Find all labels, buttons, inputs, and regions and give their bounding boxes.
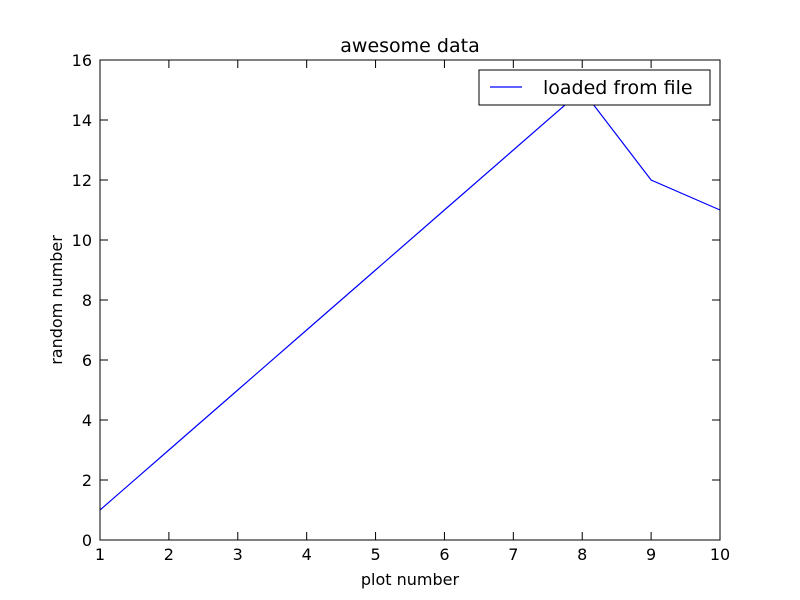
y-tick-label: 16 xyxy=(72,51,92,70)
legend: loaded from file xyxy=(478,69,711,106)
y-tick-label: 12 xyxy=(72,171,92,190)
y-axis-label: random number xyxy=(47,235,66,365)
x-tick-label: 1 xyxy=(95,545,105,564)
x-tick-label: 10 xyxy=(710,545,730,564)
chart-title: awesome data xyxy=(340,35,479,57)
series-layer xyxy=(99,89,721,511)
y-tick-label: 6 xyxy=(82,351,92,370)
y-tick-label: 14 xyxy=(72,111,92,130)
x-tick-label: 5 xyxy=(370,545,380,564)
x-tick-label: 3 xyxy=(233,545,243,564)
x-tick-label: 7 xyxy=(508,545,518,564)
y-tick-label: 2 xyxy=(82,471,92,490)
x-tick-label: 8 xyxy=(577,545,587,564)
x-tick-label: 9 xyxy=(646,545,656,564)
y-tick-label: 8 xyxy=(82,291,92,310)
x-tick-label: 4 xyxy=(302,545,312,564)
y-tick-label: 10 xyxy=(72,231,92,250)
x-tick-label: 2 xyxy=(164,545,174,564)
y-tick-label: 4 xyxy=(82,411,92,430)
series-line-0 xyxy=(99,89,721,511)
y-tick-label: 0 xyxy=(82,531,92,550)
x-tick-label: 6 xyxy=(439,545,449,564)
legend-label: loaded from file xyxy=(543,77,693,99)
x-axis-label: plot number xyxy=(361,570,460,589)
